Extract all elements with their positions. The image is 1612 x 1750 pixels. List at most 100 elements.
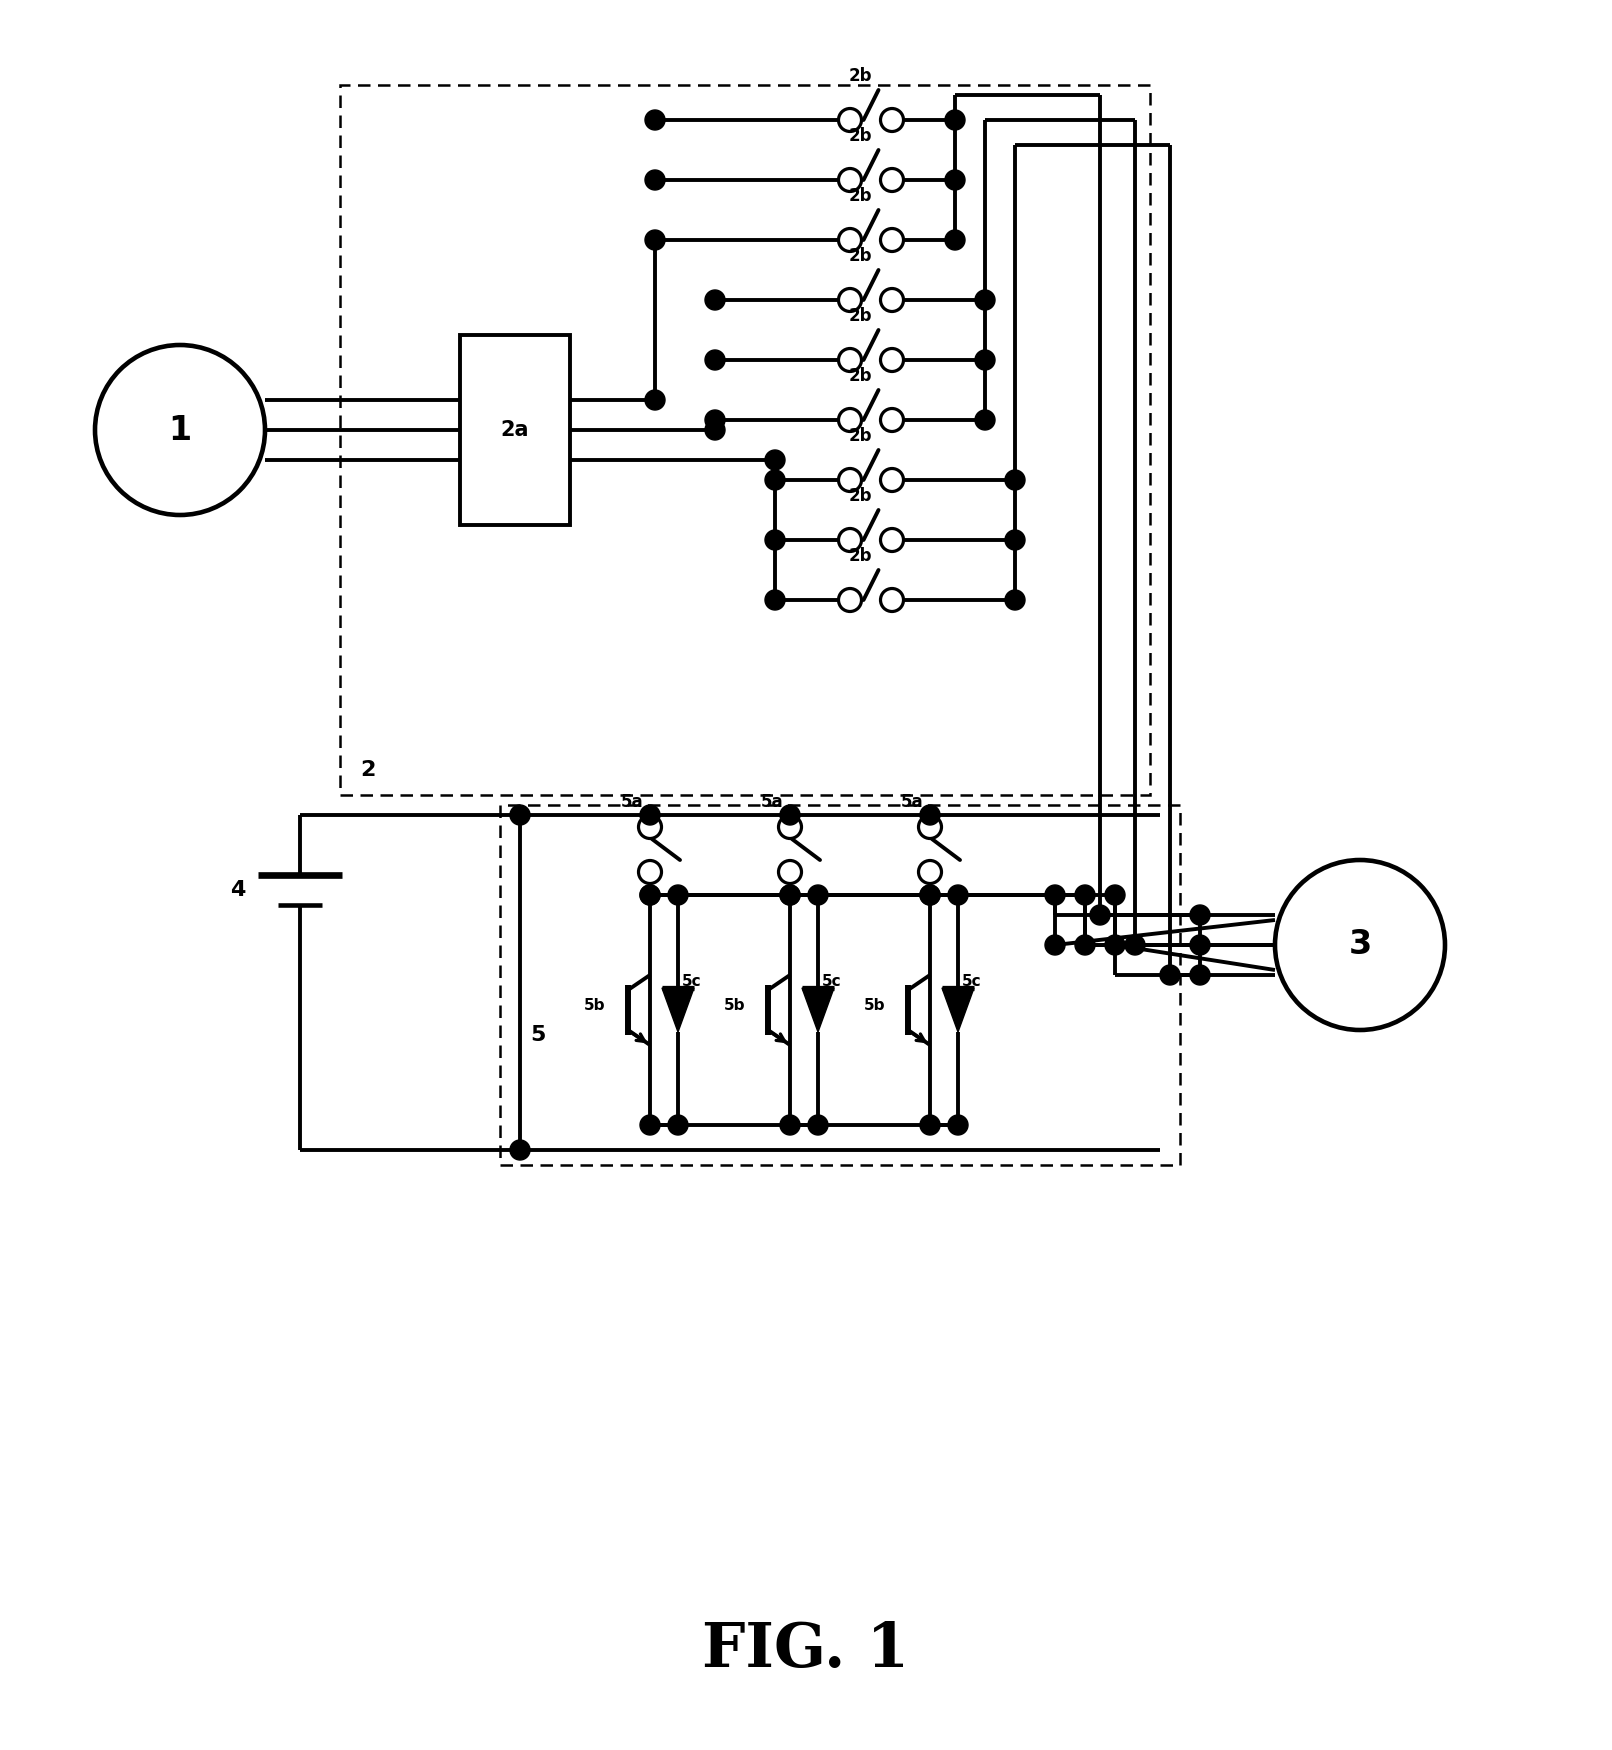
Circle shape xyxy=(880,348,903,371)
Circle shape xyxy=(920,886,940,905)
Text: 5a: 5a xyxy=(761,793,783,810)
Circle shape xyxy=(667,886,688,905)
Polygon shape xyxy=(663,989,695,1032)
Circle shape xyxy=(920,886,940,905)
Circle shape xyxy=(645,110,666,130)
Text: FIG. 1: FIG. 1 xyxy=(703,1620,909,1680)
Circle shape xyxy=(780,1115,800,1136)
Circle shape xyxy=(1004,471,1025,490)
Circle shape xyxy=(945,229,966,250)
Circle shape xyxy=(780,886,800,905)
Circle shape xyxy=(1190,934,1211,956)
Circle shape xyxy=(638,861,661,884)
Circle shape xyxy=(1190,964,1211,985)
Text: 5b: 5b xyxy=(584,997,606,1013)
Circle shape xyxy=(667,1115,688,1136)
Circle shape xyxy=(1104,934,1125,956)
Circle shape xyxy=(919,861,941,884)
Text: 5c: 5c xyxy=(822,975,841,989)
Circle shape xyxy=(1275,859,1444,1031)
Circle shape xyxy=(838,289,861,312)
Text: 5c: 5c xyxy=(682,975,701,989)
Circle shape xyxy=(945,170,966,191)
Circle shape xyxy=(1004,530,1025,550)
Text: 2: 2 xyxy=(359,760,376,780)
Circle shape xyxy=(704,350,725,369)
Text: 2b: 2b xyxy=(848,247,872,264)
Circle shape xyxy=(509,1139,530,1160)
Circle shape xyxy=(1125,934,1145,956)
Text: 2b: 2b xyxy=(848,306,872,326)
Circle shape xyxy=(975,350,995,369)
Text: 4: 4 xyxy=(229,880,245,900)
Circle shape xyxy=(880,289,903,312)
Polygon shape xyxy=(803,989,833,1032)
Circle shape xyxy=(838,168,861,191)
Circle shape xyxy=(645,170,666,191)
Circle shape xyxy=(645,390,666,410)
Text: 1: 1 xyxy=(168,413,192,446)
Circle shape xyxy=(838,348,861,371)
Circle shape xyxy=(766,530,785,550)
Bar xyxy=(340,86,1149,794)
Circle shape xyxy=(766,590,785,611)
Text: 5c: 5c xyxy=(962,975,982,989)
Circle shape xyxy=(880,469,903,492)
Circle shape xyxy=(838,229,861,252)
Circle shape xyxy=(838,528,861,551)
Text: 5a: 5a xyxy=(621,793,643,810)
Circle shape xyxy=(808,1115,829,1136)
Circle shape xyxy=(1090,905,1111,926)
Circle shape xyxy=(704,410,725,430)
Text: 2a: 2a xyxy=(501,420,529,439)
Circle shape xyxy=(838,408,861,432)
Circle shape xyxy=(919,816,941,838)
Circle shape xyxy=(920,805,940,824)
Circle shape xyxy=(948,1115,967,1136)
Polygon shape xyxy=(941,989,974,1032)
Circle shape xyxy=(880,229,903,252)
Circle shape xyxy=(779,861,801,884)
Circle shape xyxy=(640,1115,659,1136)
Circle shape xyxy=(766,471,785,490)
Circle shape xyxy=(95,345,264,514)
Circle shape xyxy=(920,1115,940,1136)
Circle shape xyxy=(808,886,829,905)
Text: 5a: 5a xyxy=(901,793,924,810)
Circle shape xyxy=(638,816,661,838)
Circle shape xyxy=(838,469,861,492)
Circle shape xyxy=(645,229,666,250)
Circle shape xyxy=(704,290,725,310)
Text: 5b: 5b xyxy=(864,997,885,1013)
Circle shape xyxy=(880,108,903,131)
Circle shape xyxy=(975,410,995,430)
Bar xyxy=(500,805,1180,1166)
Circle shape xyxy=(640,805,659,824)
Circle shape xyxy=(838,108,861,131)
Circle shape xyxy=(880,408,903,432)
Text: 2b: 2b xyxy=(848,427,872,444)
Circle shape xyxy=(1045,886,1066,905)
Circle shape xyxy=(838,588,861,611)
Text: 2b: 2b xyxy=(848,66,872,86)
Text: 2b: 2b xyxy=(848,128,872,145)
Circle shape xyxy=(880,168,903,191)
Text: 3: 3 xyxy=(1348,929,1372,961)
Circle shape xyxy=(945,110,966,130)
Circle shape xyxy=(640,886,659,905)
Text: 2b: 2b xyxy=(848,548,872,565)
Text: 5: 5 xyxy=(530,1026,545,1045)
Circle shape xyxy=(766,450,785,471)
Text: 2b: 2b xyxy=(848,487,872,506)
Circle shape xyxy=(1161,964,1180,985)
Circle shape xyxy=(1045,934,1066,956)
Circle shape xyxy=(1075,886,1095,905)
Text: 2b: 2b xyxy=(848,187,872,205)
Text: 2b: 2b xyxy=(848,368,872,385)
Circle shape xyxy=(1004,590,1025,611)
Circle shape xyxy=(880,588,903,611)
Circle shape xyxy=(1190,905,1211,926)
Circle shape xyxy=(1104,886,1125,905)
Circle shape xyxy=(509,805,530,824)
Circle shape xyxy=(780,805,800,824)
